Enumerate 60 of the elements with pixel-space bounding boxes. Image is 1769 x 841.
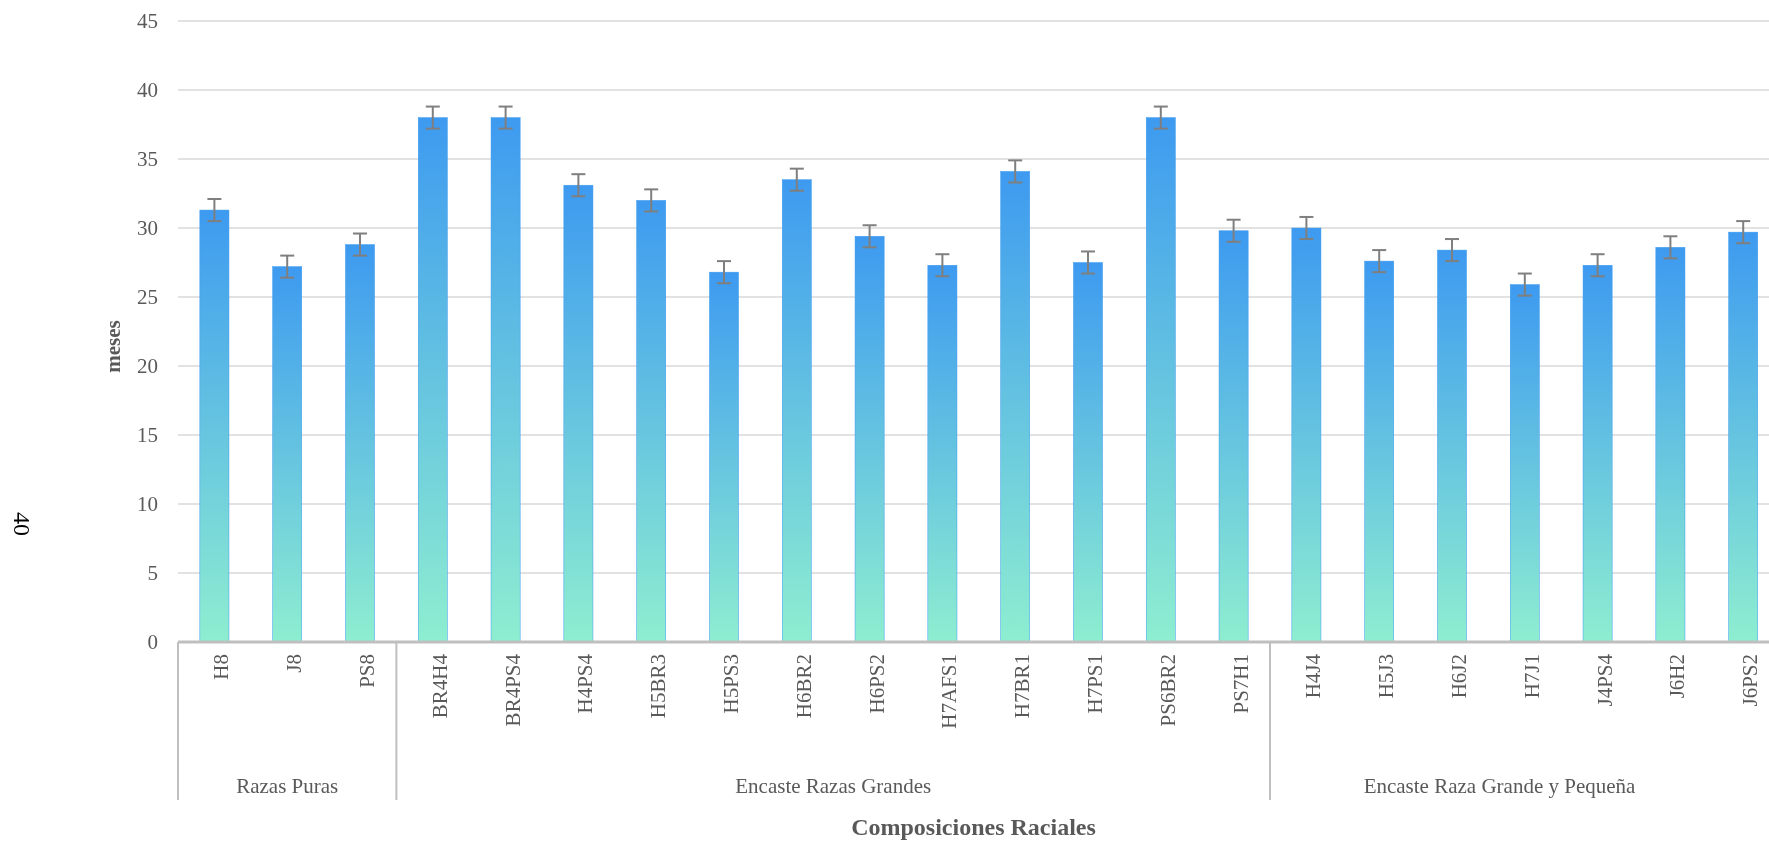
y-axis-title: meses bbox=[101, 320, 125, 373]
y-tick-label: 45 bbox=[137, 9, 158, 33]
x-tick-label: H7BR1 bbox=[1010, 654, 1035, 719]
x-tick-label: PS8 bbox=[355, 654, 379, 688]
bar bbox=[1145, 117, 1176, 643]
bar bbox=[1437, 249, 1467, 643]
bar bbox=[709, 271, 739, 643]
bar bbox=[781, 179, 812, 643]
bar bbox=[927, 265, 958, 643]
y-tick-label: 10 bbox=[137, 492, 158, 516]
y-tick-label: 35 bbox=[137, 147, 158, 171]
x-tick-label: H6BR2 bbox=[791, 654, 816, 719]
x-tick-label: J4PS4 bbox=[1592, 653, 1617, 707]
x-tick-label: J8 bbox=[282, 654, 307, 673]
bar bbox=[272, 266, 303, 643]
bar bbox=[636, 200, 667, 643]
text: Razas Puras bbox=[236, 774, 339, 798]
x-tick-label: PS6BR2 bbox=[1155, 654, 1180, 727]
text: Encaste Raza Grande y Pequeña bbox=[1363, 774, 1637, 798]
x-axis-title: Composiciones Raciales bbox=[851, 814, 1096, 840]
x-tick-label: H4PS4 bbox=[573, 653, 598, 714]
y-tick-label: 20 bbox=[137, 354, 158, 378]
y-tick-label: 40 bbox=[137, 78, 158, 102]
bar bbox=[490, 117, 521, 643]
x-tick-label: H5J3 bbox=[1374, 654, 1399, 699]
text: Encaste Razas Grandes bbox=[735, 774, 932, 798]
x-tick-label: H8 bbox=[209, 654, 234, 680]
bar bbox=[1291, 227, 1322, 643]
bar bbox=[854, 236, 885, 643]
x-tick-label: H4J4 bbox=[1301, 653, 1326, 699]
bar bbox=[1364, 260, 1395, 643]
x-tick-label: PS7H1 bbox=[1228, 654, 1253, 714]
x-tick-label: BR4H4 bbox=[427, 653, 452, 719]
bar bbox=[1582, 265, 1613, 643]
y-tick-label: 0 bbox=[147, 630, 158, 654]
text: 40 bbox=[9, 512, 35, 536]
y-tick-label: 30 bbox=[137, 216, 158, 240]
x-tick-label: H6J2 bbox=[1447, 654, 1471, 699]
bar bbox=[1728, 231, 1759, 643]
bar bbox=[1655, 247, 1686, 643]
x-tick-label: H5BR3 bbox=[646, 654, 671, 719]
bar bbox=[1509, 284, 1540, 643]
x-tick-label: J6PS2 bbox=[1738, 654, 1763, 707]
x-tick-label: H6PS2 bbox=[864, 654, 889, 714]
bar bbox=[563, 184, 594, 643]
bar bbox=[345, 244, 375, 643]
x-tick-label: BR4PS4 bbox=[500, 653, 525, 727]
x-tick-label: H7J1 bbox=[1519, 654, 1544, 699]
bar bbox=[1218, 230, 1249, 643]
x-tick-label: H7AFS1 bbox=[937, 654, 962, 729]
bar bbox=[1073, 262, 1103, 643]
bar bbox=[199, 209, 230, 643]
x-tick-label: H5PS3 bbox=[719, 654, 743, 714]
bar bbox=[1000, 171, 1031, 643]
y-tick-label: 5 bbox=[147, 561, 158, 585]
x-tick-label: H7PS1 bbox=[1083, 654, 1107, 714]
y-tick-label: 15 bbox=[137, 423, 158, 447]
bar bbox=[417, 117, 448, 643]
x-tick-label: J6H2 bbox=[1665, 654, 1690, 699]
y-tick-label: 25 bbox=[137, 285, 158, 309]
